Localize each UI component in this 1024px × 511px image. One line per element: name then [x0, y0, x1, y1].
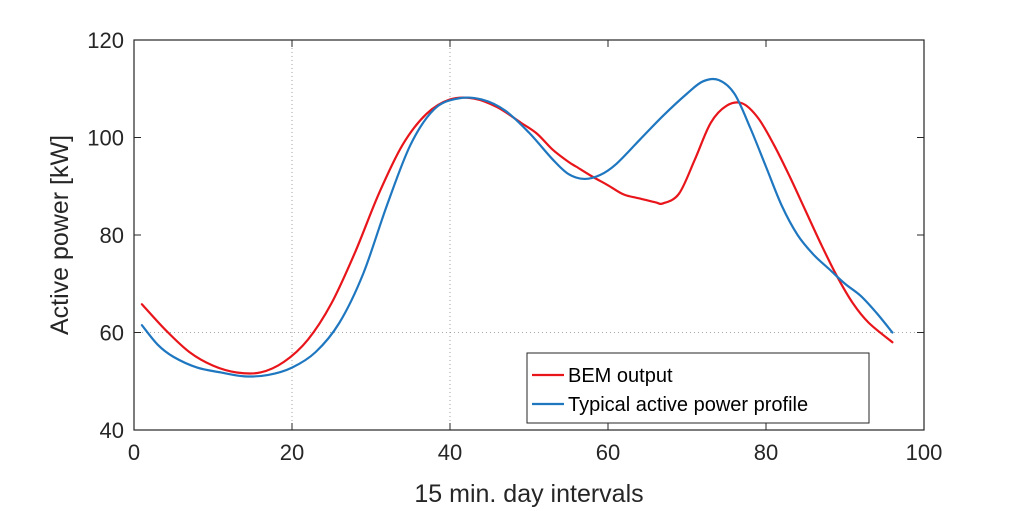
- x-tick-label: 80: [754, 440, 778, 465]
- y-tick-label: 100: [87, 126, 124, 151]
- y-axis-title: Active power [kW]: [46, 135, 74, 335]
- x-tick-label: 0: [128, 440, 140, 465]
- legend-label-bem-output: BEM output: [568, 365, 673, 387]
- y-tick-label: 80: [100, 223, 124, 248]
- legend: BEM output Typical active power profile: [526, 352, 870, 424]
- series-line-bem-output: [140, 96, 894, 375]
- x-tick-label: 60: [596, 440, 620, 465]
- y-tick-labels: 40 60 80 100 120: [87, 28, 124, 443]
- y-tick-label: 60: [100, 321, 124, 346]
- x-axis-title: 15 min. day intervals: [414, 480, 643, 508]
- x-tick-label: 20: [280, 440, 304, 465]
- axis-ticks: [133, 39, 925, 431]
- legend-box: [526, 352, 870, 424]
- series-line-typical-profile: [140, 77, 894, 378]
- x-tick-label: 100: [906, 440, 943, 465]
- legend-label-typical-profile: Typical active power profile: [568, 394, 808, 416]
- series-layer: [140, 77, 894, 378]
- x-tick-labels: 0 20 40 60 80 100: [128, 440, 942, 465]
- y-tick-label: 40: [100, 418, 124, 443]
- y-tick-label: 120: [87, 28, 124, 53]
- grid-lines: [134, 40, 924, 430]
- x-tick-label: 40: [438, 440, 462, 465]
